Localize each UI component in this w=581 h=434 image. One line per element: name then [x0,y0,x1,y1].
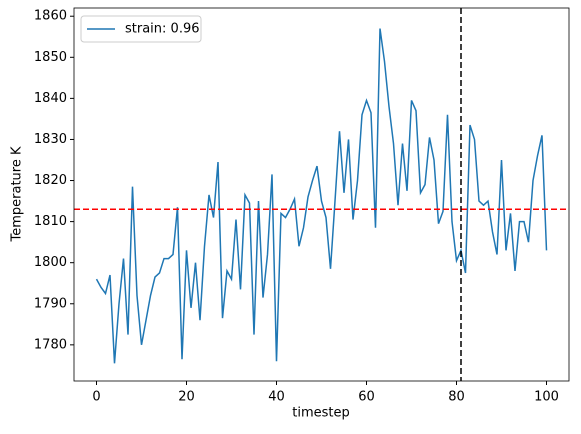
x-tick-label: 100 [534,390,559,405]
y-tick-label: 1830 [34,132,67,147]
y-axis-label: Temperature K [10,146,25,242]
y-tick-label: 1790 [34,296,67,311]
legend-label: strain: 0.96 [125,22,200,37]
y-tick-label: 1780 [34,337,67,352]
y-tick-label: 1860 [34,9,67,24]
y-tick-label: 1820 [34,173,67,188]
y-tick-label: 1800 [34,255,67,270]
x-tick-label: 80 [448,390,465,405]
legend-box [80,15,202,43]
data-line [95,28,548,364]
x-tick-label: 60 [358,390,375,405]
x-tick-label: 20 [178,390,195,405]
axes-frame [73,7,570,382]
x-tick-label: 40 [268,390,285,405]
y-tick-label: 1810 [34,214,67,229]
y-tick-label: 1850 [34,50,67,65]
x-axis-label: timestep [292,406,350,421]
x-tick-label: 0 [92,390,100,405]
y-tick-label: 1840 [34,91,67,106]
